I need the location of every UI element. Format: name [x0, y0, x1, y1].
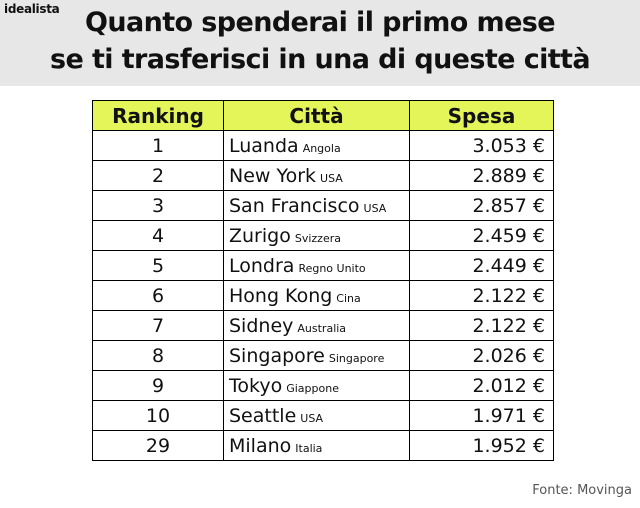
city-name: Hong Kong: [229, 284, 333, 307]
rank-cell: 8: [92, 340, 224, 371]
city-cell: Londra Regno Unito: [223, 250, 410, 281]
city-name: Londra: [229, 254, 295, 277]
city-cell: Singapore Singapore: [223, 340, 410, 371]
rank-cell: 5: [92, 250, 224, 281]
country-name: Australia: [297, 321, 347, 335]
city-name: Milano: [229, 434, 292, 457]
source-note: Fonte: Movinga: [532, 483, 632, 498]
rank-cell: 6: [92, 280, 224, 311]
spesa-cell: 2.857 €: [409, 190, 554, 221]
rank-cell: 1: [92, 130, 224, 161]
ranking-table: Ranking Città Spesa 1 Luanda Angola 3.053 €…: [92, 100, 554, 461]
page-title: Quanto spenderai il primo mese se ti tra…: [0, 4, 640, 78]
city-name: Seattle: [229, 404, 297, 427]
country-name: Cina: [336, 291, 361, 305]
table-row: 4 Zurigo Svizzera 2.459 €: [92, 220, 554, 251]
rank-cell: 29: [92, 430, 224, 461]
city-cell: Tokyo Giappone: [223, 370, 410, 401]
city-name: New York: [229, 164, 317, 187]
city-name: San Francisco: [229, 194, 360, 217]
column-header-city: Città: [223, 100, 410, 131]
spesa-cell: 2.026 €: [409, 340, 554, 371]
city-cell: New York USA: [223, 160, 410, 191]
rank-cell: 9: [92, 370, 224, 401]
rank-cell: 7: [92, 310, 224, 341]
table-row: 5 Londra Regno Unito 2.449 €: [92, 250, 554, 281]
title-line-1: Quanto spenderai il primo mese: [85, 7, 556, 38]
country-name: Angola: [302, 141, 341, 155]
title-line-2: se ti trasferisci in una di queste città: [50, 44, 591, 75]
spesa-cell: 2.459 €: [409, 220, 554, 251]
city-cell: Sidney Australia: [223, 310, 410, 341]
table-row: 2 New York USA 2.889 €: [92, 160, 554, 191]
city-cell: San Francisco USA: [223, 190, 410, 221]
table-row: 9 Tokyo Giappone 2.012 €: [92, 370, 554, 401]
city-name: Luanda: [229, 134, 299, 157]
country-name: Regno Unito: [298, 261, 366, 275]
country-name: Italia: [295, 441, 323, 455]
spesa-cell: 2.449 €: [409, 250, 554, 281]
header-banner: idealista Quanto spenderai il primo mese…: [0, 0, 640, 86]
rank-cell: 4: [92, 220, 224, 251]
table-row: 8 Singapore Singapore 2.026 €: [92, 340, 554, 371]
country-name: USA: [320, 171, 343, 185]
table-row: 7 Sidney Australia 2.122 €: [92, 310, 554, 341]
table-row: 10 Seattle USA 1.971 €: [92, 400, 554, 431]
rank-cell: 3: [92, 190, 224, 221]
city-name: Sidney: [229, 314, 294, 337]
rank-cell: 2: [92, 160, 224, 191]
country-name: Giappone: [286, 381, 339, 395]
spesa-cell: 2.122 €: [409, 310, 554, 341]
country-name: USA: [363, 201, 387, 215]
city-cell: Milano Italia: [223, 430, 410, 461]
spesa-cell: 2.122 €: [409, 280, 554, 311]
spesa-cell: 2.012 €: [409, 370, 554, 401]
table-row: 3 San Francisco USA 2.857 €: [92, 190, 554, 221]
city-cell: Seattle USA: [223, 400, 410, 431]
table-header-row: Ranking Città Spesa: [92, 100, 554, 131]
country-name: Singapore: [328, 351, 385, 365]
city-cell: Luanda Angola: [223, 130, 410, 161]
spesa-cell: 3.053 €: [409, 130, 554, 161]
brand-logo: idealista: [4, 2, 60, 16]
table-row: 1 Luanda Angola 3.053 €: [92, 130, 554, 161]
city-name: Singapore: [229, 344, 325, 367]
column-header-ranking: Ranking: [92, 100, 224, 131]
spesa-cell: 1.971 €: [409, 400, 554, 431]
country-name: USA: [300, 411, 324, 425]
table-row: 6 Hong Kong Cina 2.122 €: [92, 280, 554, 311]
spesa-cell: 2.889 €: [409, 160, 554, 191]
country-name: Svizzera: [294, 231, 341, 245]
table-row: 29 Milano Italia 1.952 €: [92, 430, 554, 461]
city-name: Tokyo: [229, 374, 283, 397]
city-cell: Zurigo Svizzera: [223, 220, 410, 251]
column-header-spesa: Spesa: [409, 100, 554, 131]
spesa-cell: 1.952 €: [409, 430, 554, 461]
rank-cell: 10: [92, 400, 224, 431]
city-cell: Hong Kong Cina: [223, 280, 410, 311]
city-name: Zurigo: [229, 224, 291, 247]
